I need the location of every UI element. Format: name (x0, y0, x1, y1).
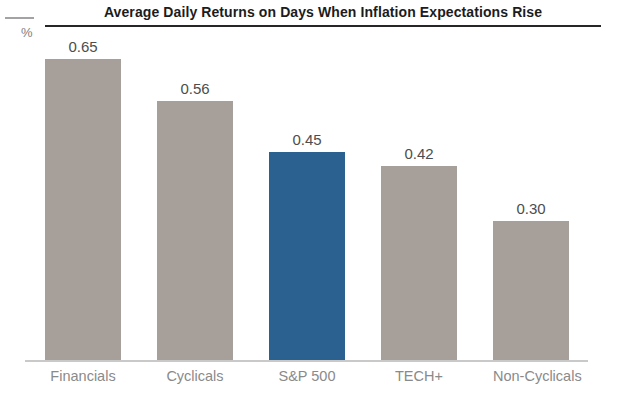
bar (381, 166, 457, 361)
category-label: S&P 500 (269, 369, 345, 384)
bar (269, 152, 345, 361)
category-label: Non-Cyclicals (493, 369, 569, 384)
category-label: Cyclicals (157, 369, 233, 384)
bar (45, 59, 121, 361)
bar-value-label: 0.45 (292, 132, 321, 147)
y-axis-unit-label: % (21, 25, 33, 40)
bar-value-label: 0.65 (68, 39, 97, 54)
bar-value-label: 0.42 (404, 146, 433, 161)
bar-chart-figure: Average Daily Returns on Days When Infla… (0, 0, 640, 400)
category-labels: Financials Cyclicals S&P 500 TECH+ Non-Cycli… (45, 369, 569, 384)
chart-title-underline: Average Daily Returns on Days When Infla… (45, 3, 601, 27)
bars-container: 0.65 0.56 0.45 0.42 0.30 (45, 39, 569, 361)
x-axis-line (25, 360, 588, 362)
category-label: TECH+ (381, 369, 457, 384)
chart-title: Average Daily Returns on Days When Infla… (104, 4, 542, 20)
bar-group-TECH+: 0.42 (381, 146, 457, 361)
bar (493, 221, 569, 361)
bar-group-S&P 500: 0.45 (269, 132, 345, 361)
bar-group-Cyclicals: 0.56 (157, 81, 233, 361)
bar (157, 101, 233, 361)
bar-group-Financials: 0.65 (45, 39, 121, 361)
bar-group-Non-Cyclicals: 0.30 (493, 201, 569, 361)
top-left-rule (5, 17, 34, 19)
bar-value-label: 0.56 (180, 81, 209, 96)
category-label: Financials (45, 369, 121, 384)
bar-value-label: 0.30 (516, 201, 545, 216)
